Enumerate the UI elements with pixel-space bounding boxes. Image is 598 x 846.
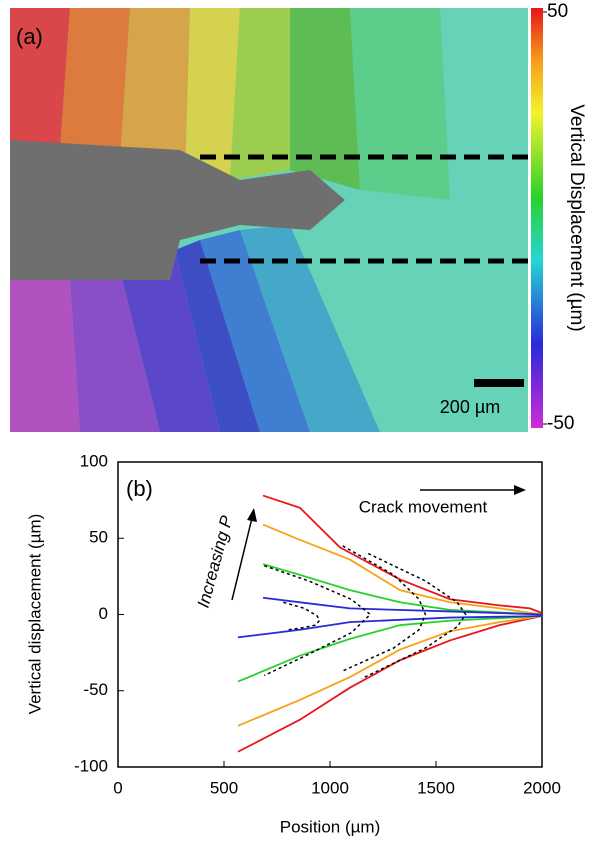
arrow-head bbox=[514, 485, 526, 495]
annotation: Increasing P bbox=[194, 513, 237, 610]
y-tick-label: -100 bbox=[74, 756, 108, 775]
band bbox=[230, 8, 290, 180]
fit-line bbox=[283, 601, 321, 631]
data-line bbox=[262, 494, 543, 614]
panel-label: (a) bbox=[16, 24, 43, 49]
x-tick-label: 1000 bbox=[311, 778, 349, 797]
colorbar bbox=[531, 8, 543, 428]
x-tick-label: 0 bbox=[113, 778, 122, 797]
band bbox=[120, 8, 190, 180]
data-line bbox=[237, 615, 543, 683]
x-tick-label: 2000 bbox=[523, 778, 561, 797]
data-line bbox=[237, 615, 543, 753]
fit-line bbox=[342, 545, 427, 672]
y-tick-label: 50 bbox=[89, 528, 108, 547]
panel-label: (b) bbox=[126, 476, 153, 501]
band bbox=[350, 8, 450, 200]
band bbox=[200, 230, 310, 432]
colorbar-tick-label: 50 bbox=[547, 1, 568, 22]
band bbox=[10, 280, 80, 432]
band bbox=[120, 250, 220, 432]
crack bbox=[10, 140, 345, 280]
band bbox=[70, 270, 160, 432]
y-tick-label: 100 bbox=[80, 451, 108, 470]
band bbox=[60, 8, 130, 160]
fit-line bbox=[361, 552, 467, 680]
data-line bbox=[237, 615, 543, 639]
band bbox=[175, 240, 260, 432]
colorbar-label: Vertical Displacement (µm) bbox=[566, 104, 587, 331]
band bbox=[240, 225, 380, 432]
data-line bbox=[262, 523, 543, 616]
arrow bbox=[231, 517, 253, 601]
arrow-head bbox=[247, 508, 257, 522]
y-tick-label: -50 bbox=[83, 680, 108, 699]
y-axis-label: Vertical displacement (µm) bbox=[25, 514, 44, 715]
band bbox=[10, 8, 70, 150]
data-line bbox=[237, 615, 543, 727]
data-line bbox=[262, 596, 543, 616]
x-axis-label: Position (µm) bbox=[280, 817, 380, 836]
annotation: Crack movement bbox=[359, 497, 488, 516]
band bbox=[185, 8, 240, 180]
band bbox=[290, 8, 360, 190]
scale-bar bbox=[474, 379, 524, 387]
x-tick-label: 500 bbox=[210, 778, 238, 797]
x-tick-label: 1500 bbox=[417, 778, 455, 797]
scale-bar-label: 200 µm bbox=[440, 397, 500, 417]
colorbar-tick-label: -50 bbox=[547, 413, 574, 434]
data-line bbox=[262, 563, 543, 616]
y-tick-label: 0 bbox=[99, 604, 108, 623]
fit-line bbox=[263, 564, 372, 677]
micrograph: 200 µm (a) bbox=[10, 8, 528, 432]
